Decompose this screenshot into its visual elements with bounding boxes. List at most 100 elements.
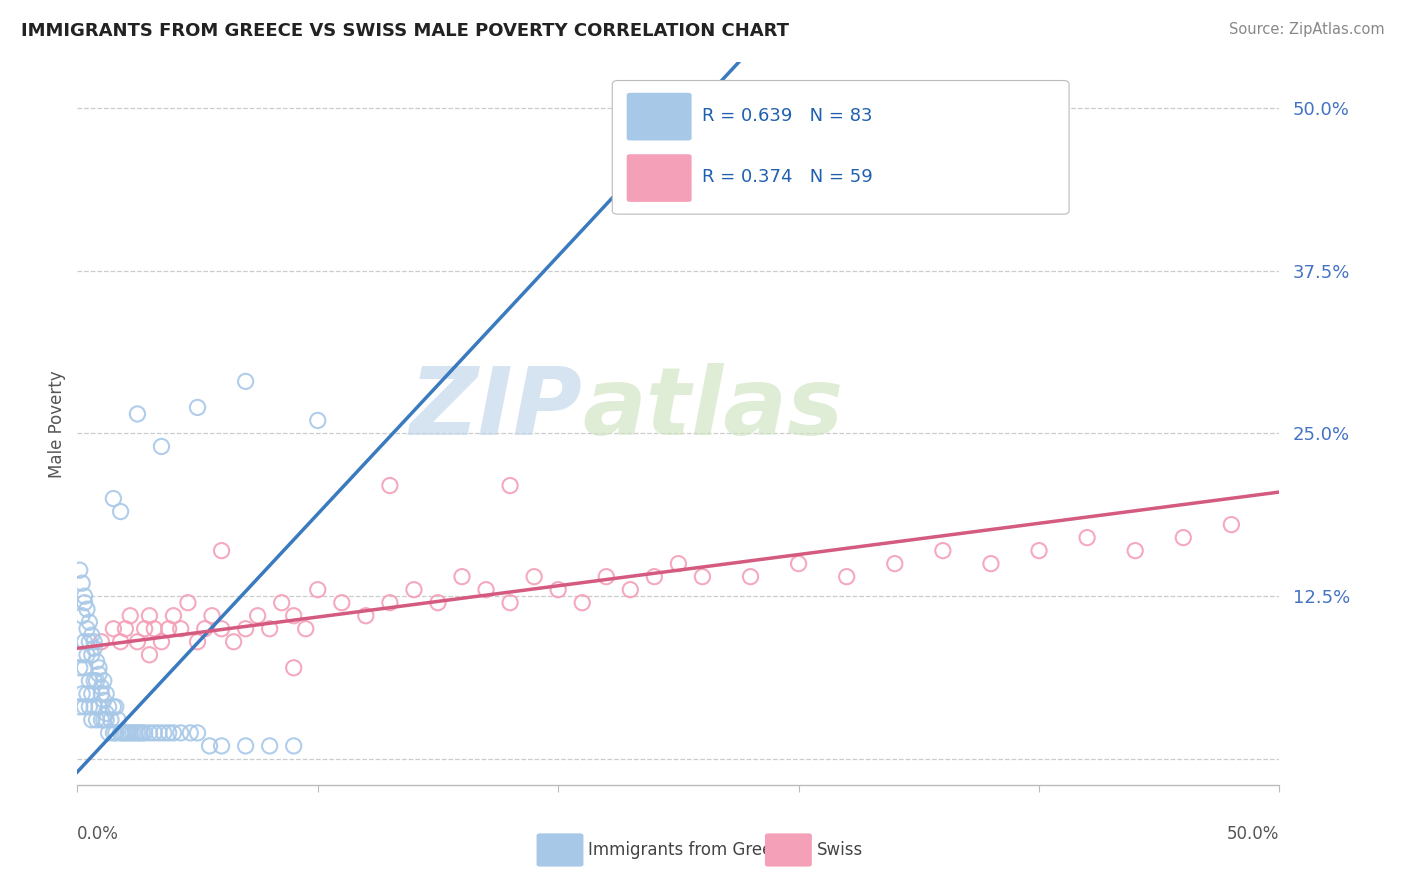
Point bbox=[86, 673, 108, 688]
Point bbox=[70, 648, 93, 662]
Point bbox=[980, 557, 1002, 571]
Point bbox=[110, 634, 132, 648]
Point bbox=[283, 661, 305, 675]
Point bbox=[90, 687, 112, 701]
Point bbox=[162, 608, 184, 623]
Point bbox=[170, 622, 193, 636]
Point bbox=[499, 478, 522, 492]
Point bbox=[259, 622, 281, 636]
Point bbox=[97, 726, 120, 740]
Point bbox=[80, 687, 103, 701]
Point bbox=[83, 673, 105, 688]
Point bbox=[143, 622, 166, 636]
Text: atlas: atlas bbox=[582, 363, 844, 455]
Point bbox=[104, 699, 127, 714]
Point bbox=[1028, 543, 1050, 558]
Point bbox=[83, 641, 105, 656]
Point bbox=[138, 648, 160, 662]
Point bbox=[787, 557, 810, 571]
Point bbox=[103, 491, 125, 506]
Point bbox=[235, 739, 257, 753]
Point bbox=[378, 596, 401, 610]
Point bbox=[211, 543, 233, 558]
Point bbox=[69, 699, 91, 714]
Point bbox=[294, 622, 316, 636]
Point bbox=[475, 582, 498, 597]
Point bbox=[83, 634, 105, 648]
Point bbox=[330, 596, 353, 610]
Point bbox=[93, 713, 115, 727]
Point bbox=[354, 608, 377, 623]
Point bbox=[103, 726, 125, 740]
Point bbox=[120, 608, 142, 623]
Point bbox=[128, 726, 150, 740]
Point bbox=[110, 726, 132, 740]
Point bbox=[70, 608, 93, 623]
Point bbox=[283, 608, 305, 623]
Point bbox=[107, 713, 129, 727]
Point bbox=[100, 713, 122, 727]
Point bbox=[103, 699, 125, 714]
FancyBboxPatch shape bbox=[765, 833, 811, 867]
Point bbox=[124, 726, 146, 740]
Point bbox=[80, 713, 103, 727]
Point bbox=[1220, 517, 1243, 532]
Point bbox=[80, 628, 103, 642]
Point bbox=[194, 622, 217, 636]
Point bbox=[270, 596, 292, 610]
Point bbox=[153, 726, 176, 740]
Point bbox=[246, 608, 269, 623]
Text: R = 0.374   N = 59: R = 0.374 N = 59 bbox=[703, 169, 873, 186]
Point bbox=[80, 648, 103, 662]
Point bbox=[179, 726, 201, 740]
Point bbox=[79, 634, 101, 648]
Point bbox=[87, 661, 110, 675]
Point bbox=[73, 699, 96, 714]
Point bbox=[127, 634, 149, 648]
Y-axis label: Male Poverty: Male Poverty bbox=[48, 370, 66, 477]
Point bbox=[111, 726, 134, 740]
Point bbox=[134, 622, 156, 636]
Point bbox=[86, 713, 108, 727]
Text: ZIP: ZIP bbox=[409, 363, 582, 455]
Point bbox=[79, 615, 101, 630]
Point bbox=[162, 726, 184, 740]
Point bbox=[211, 739, 233, 753]
Point bbox=[177, 596, 200, 610]
Point bbox=[104, 726, 127, 740]
Point bbox=[740, 160, 762, 174]
Point bbox=[73, 589, 96, 603]
Point bbox=[73, 596, 96, 610]
Point bbox=[76, 687, 98, 701]
Point bbox=[222, 634, 245, 648]
Point bbox=[150, 634, 173, 648]
Point bbox=[96, 713, 118, 727]
Point bbox=[79, 673, 101, 688]
Point bbox=[186, 401, 209, 415]
Point bbox=[73, 634, 96, 648]
Point bbox=[499, 596, 522, 610]
Point bbox=[668, 557, 690, 571]
Point bbox=[70, 687, 93, 701]
Point bbox=[740, 569, 762, 583]
Point bbox=[103, 622, 125, 636]
FancyBboxPatch shape bbox=[612, 80, 1069, 214]
Point bbox=[90, 713, 112, 727]
Point bbox=[131, 726, 153, 740]
Point bbox=[378, 478, 401, 492]
Point bbox=[157, 622, 180, 636]
Point bbox=[97, 699, 120, 714]
Point bbox=[451, 569, 474, 583]
Point bbox=[114, 726, 136, 740]
Point bbox=[932, 543, 955, 558]
Point bbox=[114, 622, 136, 636]
Point bbox=[170, 726, 193, 740]
Point bbox=[1173, 531, 1195, 545]
Point bbox=[79, 699, 101, 714]
Point bbox=[1123, 543, 1146, 558]
Point bbox=[69, 563, 91, 577]
Point bbox=[619, 582, 641, 597]
Point bbox=[201, 608, 224, 623]
Text: Immigrants from Greece: Immigrants from Greece bbox=[588, 841, 792, 859]
Point bbox=[692, 569, 714, 583]
